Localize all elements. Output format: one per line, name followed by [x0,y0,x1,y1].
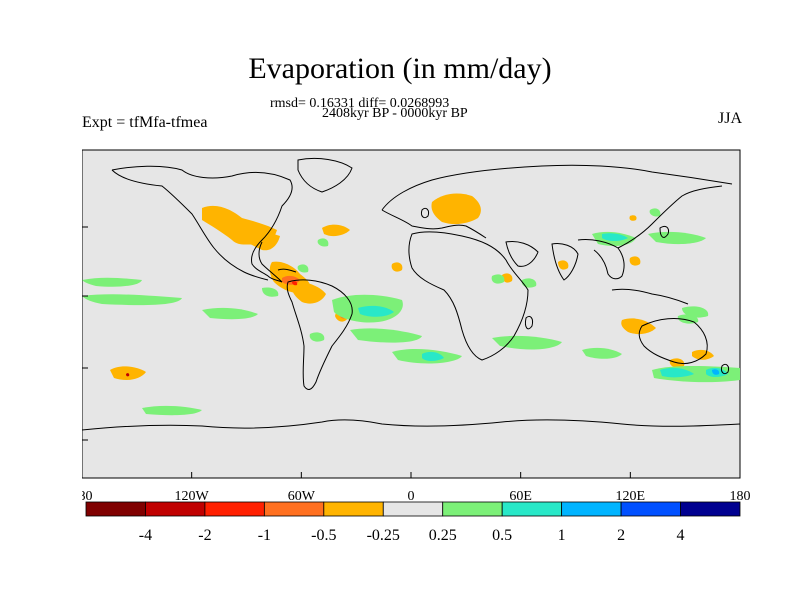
colorbar-label: -0.25 [367,527,400,544]
x-tick-label: 120W [175,489,210,504]
colorbar-swatch [680,501,741,517]
coast-japan [659,225,669,238]
x-axis-ticks: 180 120W 60W 0 60E 120E 180 [82,472,751,504]
patch-pacific-south-west [142,405,202,416]
patch-caribbean-green [297,264,309,273]
colorbar-label: -1 [258,527,271,544]
colorbar-label: 0.5 [492,527,512,544]
coast-australia [638,318,708,365]
colorbar-label: -4 [139,527,152,544]
patch-red-pacific [126,373,130,377]
patch-pacific-equatorial-2 [82,294,182,306]
coast-europe [381,209,487,239]
patch-atlantic-south [391,262,403,272]
x-tick-label: 120E [616,489,646,504]
colorbar-swatch [263,501,325,517]
experiment-label: Expt = tfMfa-tfmea [82,114,208,131]
colorbar-label: -2 [198,527,211,544]
x-tick-label: 60E [509,489,532,504]
coast-new-zealand [721,363,729,375]
coast-eurasia-north [381,164,733,211]
patch-atlantic-north [322,224,350,237]
patch-atlantic-teal [358,305,394,317]
coast-greenland [297,157,353,193]
chart-title: Evaporation (in mm/day) [248,52,552,85]
coast-africa [408,231,529,361]
colorbar-swatch [620,501,681,517]
coast-antarctica [82,419,741,431]
coast-north-america-west [111,169,269,281]
patch-pacific-small [629,215,637,221]
colorbar-label: 2 [617,527,625,544]
patch-asia-north [649,208,661,217]
patch-north-america-east [240,229,280,251]
colorbar-label: 1 [558,527,566,544]
patch-indian-ocean-east [582,347,622,359]
coast-indonesia [611,288,689,305]
patch-pacific-east [202,307,258,320]
coastlines [82,157,741,431]
x-tick-label: 60W [288,489,316,504]
coast-uk [421,207,429,219]
colorbar-swatch [561,501,622,517]
patch-japan [629,256,641,266]
coast-arabia [505,241,539,267]
x-tick-label: 180 [730,489,751,504]
colorbar-swatch [204,501,265,517]
patch-indian-ocean-south [492,335,562,350]
coast-north-america [111,165,293,283]
stats-text: rmsd= 0.16331 diff= 0.0268993 [270,96,450,111]
coast-southeast-asia [577,239,625,280]
patch-africa-east [502,273,513,283]
patch-south-america-south [309,332,325,342]
x-tick-label: 180 [82,489,93,504]
colorbar: -4 -2 -1 -0.5 -0.25 0.25 0.5 1 2 4 [85,501,741,544]
colorbar-swatch [85,501,146,517]
map-background [82,149,741,479]
patch-east-asia [648,231,706,245]
anomaly-patches [82,193,740,416]
patch-europe [431,193,481,225]
colorbar-swatch [382,501,444,517]
season-label: JJA [717,110,742,127]
patch-atlantic-south-band [350,328,422,343]
colorbar-label: -0.5 [311,527,336,544]
coast-east-asia [617,185,723,249]
patch-south-america-north [291,281,326,304]
colorbar-swatch [323,501,384,517]
patch-southern-ocean [692,349,714,360]
patch-arabian [491,274,505,284]
coast-madagascar [525,315,533,330]
world-map: 80N40N040S80S 180 120W 60W 0 60E 120E 180 -4 -2… [82,149,751,544]
period-text: 2408kyr BP - 0000kyr BP [322,106,468,121]
coast-south-america [286,279,353,390]
colorbar-label: 4 [677,527,685,544]
patch-pacific-equatorial-1 [82,277,142,287]
colorbar-label: 0.25 [429,527,457,544]
patch-australia [621,318,656,335]
patch-red-small [292,281,298,286]
patch-central-america [262,287,279,297]
colorbar-swatch [501,501,563,517]
patch-atlantic-north-small [317,238,329,247]
colorbar-swatch [442,501,503,517]
patch-southern-teal [660,367,694,378]
colorbar-swatch [145,501,206,517]
coast-india [551,243,579,281]
patch-south-asia-teal [602,233,628,241]
x-tick-label: 0 [408,489,415,504]
patch-blue-small [712,369,720,375]
patch-indian-ocean [558,260,569,270]
patch-southern-indian-teal [422,351,444,361]
coast-caribbean-islands [277,268,297,273]
patch-pacific-south [110,366,146,380]
y-axis-ticks: 80N40N040S80S [82,149,88,441]
